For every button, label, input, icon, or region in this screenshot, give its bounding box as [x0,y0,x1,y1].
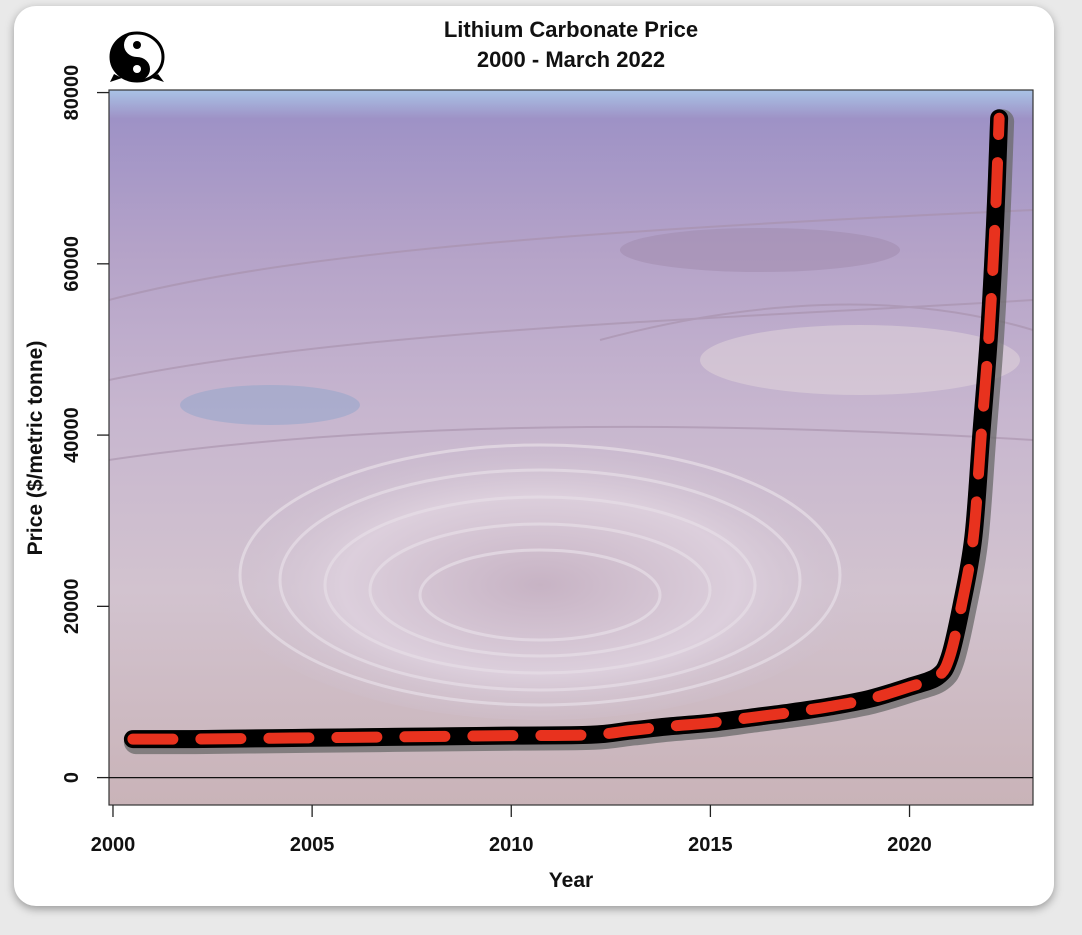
x-tick-label-2010: 2010 [489,834,534,856]
series-layer [123,109,1015,755]
y-tick-label-0: 0 [61,772,83,783]
chart-subtitle: 2000 - March 2022 [476,47,666,72]
x-axis-label: Year [548,869,594,892]
chart-title: Lithium Carbonate Price [443,17,699,42]
x-tick-label-2015: 2015 [688,834,733,856]
yin-yang-logo [109,31,165,83]
y-axis-label: Price ($/metric tonne) [24,340,47,556]
x-tick-label-2000: 2000 [91,834,136,856]
mine-background-image [109,90,1033,805]
x-tick-label-2020: 2020 [887,834,932,856]
y-tick-label-80000: 80000 [61,65,83,121]
x-tick-label-2005: 2005 [290,834,335,856]
axes: 2000 2005 2010 2015 2020 0 20000 40000 60000 8000… [61,65,1033,856]
y-tick-label-20000: 20000 [61,579,83,635]
y-tick-label-40000: 40000 [61,407,83,463]
y-tick-label-60000: 60000 [61,236,83,292]
plot-frame [108,89,1034,806]
series-0-line-dashes [127,112,1005,745]
